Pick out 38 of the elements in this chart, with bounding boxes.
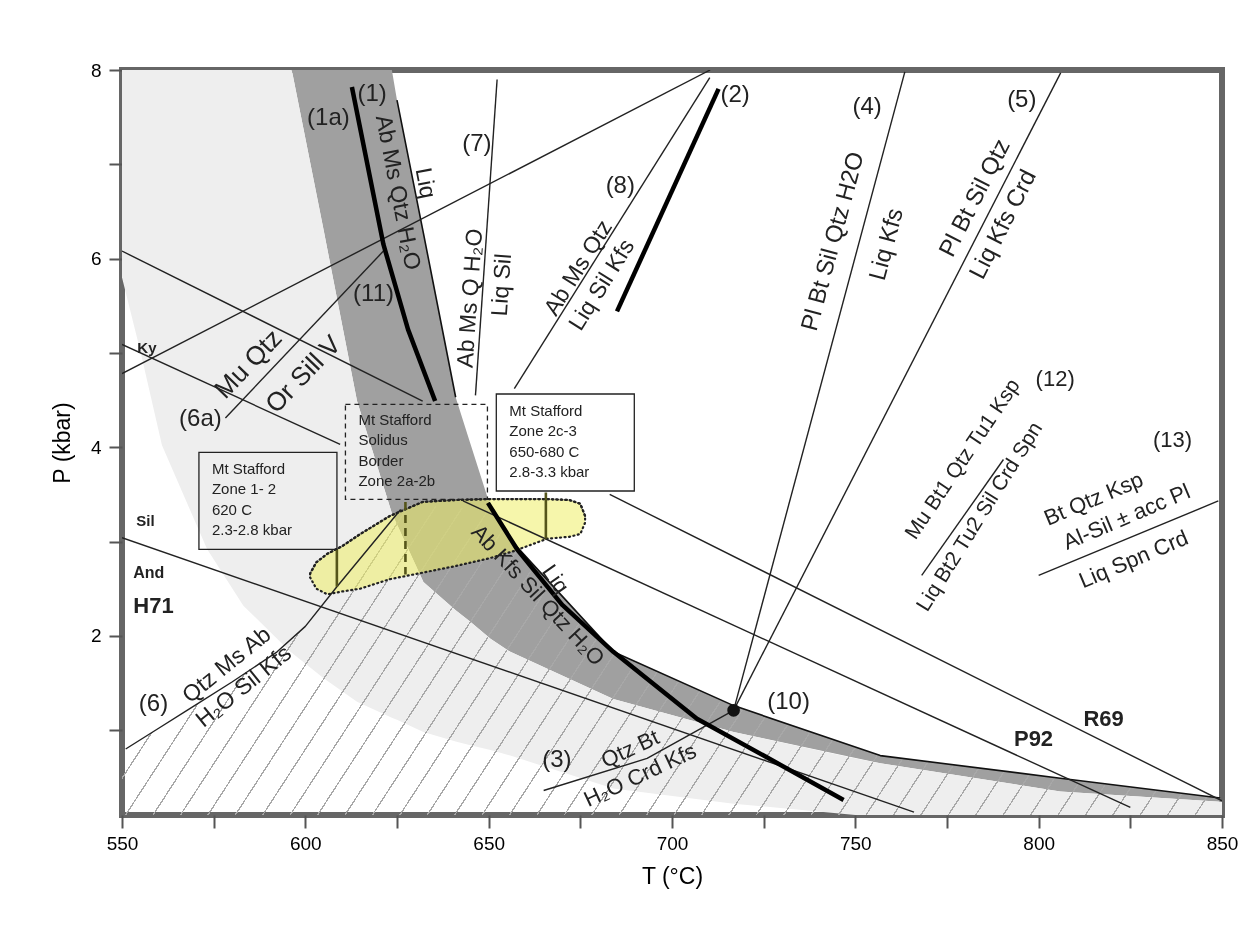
annotation: (2) (720, 79, 750, 107)
x-axis-title: T (°C) (641, 862, 704, 889)
y-tick-label: 4 (90, 436, 102, 458)
annotation: And (133, 563, 165, 581)
annotation: (8) (605, 170, 635, 198)
x-tick-label: 650 (473, 832, 506, 854)
x-tick-label: 550 (106, 832, 139, 854)
annotation: (3) (542, 745, 572, 773)
annotation: (6a) (179, 403, 222, 431)
annotation: (6) (138, 688, 169, 716)
y-tick-label: 2 (90, 625, 102, 647)
annotation: Ky (137, 339, 158, 357)
annotation: (5) (1007, 85, 1037, 113)
annotation: (12) (1035, 366, 1075, 392)
annotation: (4) (852, 91, 882, 119)
annotation: P92 (1013, 725, 1054, 751)
annotation: Ab Ms Q H₂O (451, 227, 488, 369)
x-tick-label: 750 (839, 832, 872, 854)
annotation: (1) (357, 78, 387, 106)
x-tick-label: 800 (1023, 832, 1056, 854)
annotation: (1a) (307, 103, 350, 131)
y-tick-label: 8 (90, 59, 102, 81)
annotation: Mt Stafford Zone 1- 2 620 C 2.3-2.8 kbar (211, 459, 292, 539)
y-tick-label: 6 (90, 248, 102, 270)
annotation: (13) (1152, 426, 1193, 452)
annotation: (7) (462, 128, 492, 156)
annotation: (10) (767, 686, 810, 714)
annotation: Liq Sil (485, 252, 517, 318)
y-axis-title: P (kbar) (48, 402, 75, 484)
x-tick-label: 600 (289, 832, 322, 854)
annotation: Mt Stafford Zone 2c-3 650-680 C 2.8-3.3 kbar (509, 401, 590, 480)
annotation: Sil (136, 511, 155, 529)
annotation: Liq (410, 165, 442, 201)
annotation: (11) (353, 279, 394, 307)
annotation: R69 (1083, 705, 1124, 731)
x-tick-label: 850 (1206, 832, 1239, 854)
annotation: H71 (133, 592, 174, 618)
x-tick-label: 700 (656, 832, 689, 854)
